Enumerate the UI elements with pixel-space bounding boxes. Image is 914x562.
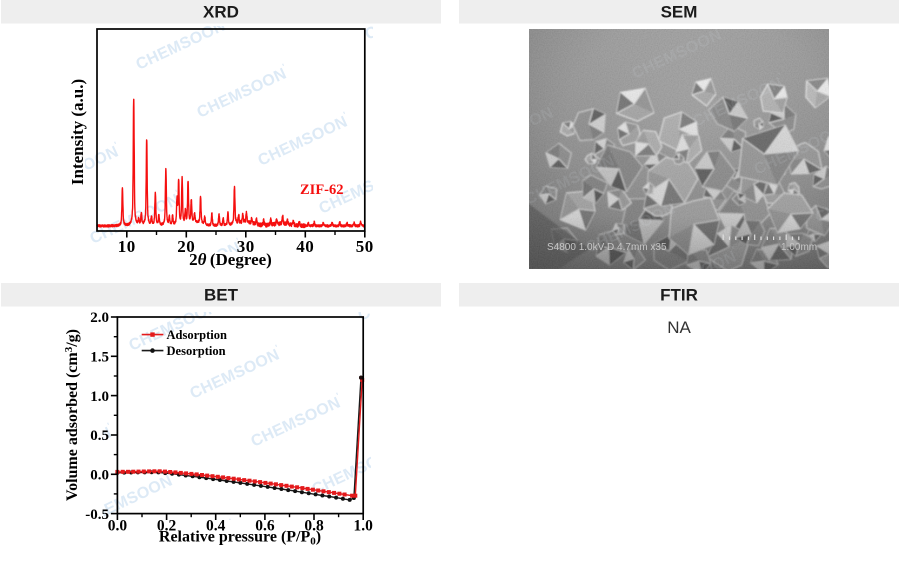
svg-text:Intensity (a.u.): Intensity (a.u.)	[68, 79, 87, 185]
svg-text:0.8: 0.8	[304, 518, 324, 535]
svg-text:1.0: 1.0	[354, 518, 374, 535]
svg-text:0.4: 0.4	[206, 518, 226, 535]
svg-text:XRD: XRD	[203, 3, 239, 22]
svg-text:CHEMSOON': CHEMSOON'	[361, 0, 459, 44]
svg-text:Relative pressure (P/P0): Relative pressure (P/P0)	[159, 529, 321, 548]
svg-text:0.0: 0.0	[90, 468, 109, 484]
svg-text:SEM: SEM	[661, 3, 698, 22]
svg-text:1.0: 1.0	[90, 389, 109, 405]
svg-text:20: 20	[177, 237, 195, 256]
svg-text:40: 40	[296, 237, 314, 256]
svg-text:-0.5: -0.5	[85, 507, 109, 523]
svg-text:Volume adsorbed (cm3/g): Volume adsorbed (cm3/g)	[63, 329, 81, 501]
svg-text:Adsorption: Adsorption	[167, 328, 227, 342]
svg-text:10: 10	[118, 237, 136, 256]
svg-text:0.0: 0.0	[108, 518, 128, 535]
svg-text:0.6: 0.6	[255, 518, 275, 535]
svg-text:2.0: 2.0	[90, 310, 109, 326]
svg-text:50: 50	[356, 237, 374, 256]
svg-text:ZIF-62: ZIF-62	[300, 182, 344, 198]
svg-text:Desorption: Desorption	[167, 344, 226, 358]
svg-text:0.5: 0.5	[90, 428, 109, 444]
svg-text:NA: NA	[667, 318, 691, 337]
svg-text:BET: BET	[204, 286, 239, 305]
svg-text:FTIR: FTIR	[660, 286, 698, 305]
svg-text:30: 30	[237, 237, 255, 256]
svg-text:2θ (Degree): 2θ (Degree)	[189, 250, 272, 269]
svg-text:S4800 1.0kV-D 4.7mm x35: S4800 1.0kV-D 4.7mm x35	[547, 242, 667, 253]
svg-text:0.2: 0.2	[157, 518, 177, 535]
svg-text:1.00mm: 1.00mm	[781, 242, 817, 253]
svg-text:1.5: 1.5	[90, 350, 109, 366]
